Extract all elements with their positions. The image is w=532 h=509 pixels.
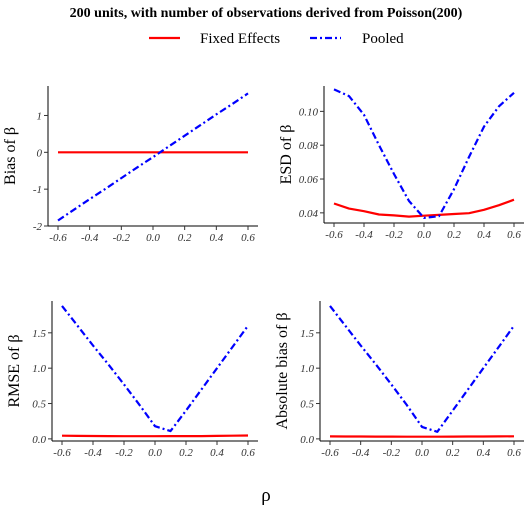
y-tick-label: 0 bbox=[37, 147, 43, 159]
x-tick-label: -0.6 bbox=[49, 232, 67, 244]
y-tick-label: 0.06 bbox=[299, 174, 319, 186]
y-axis-label: RMSE of β bbox=[6, 334, 23, 407]
panel-bias: -2 -1 0 1 -0.6 -0.4 -0.2 0.0 0.2 0.4 0.6 Bias of β bbox=[2, 86, 258, 244]
x-tick-label: 0.0 bbox=[415, 447, 429, 459]
series-line-pooled bbox=[329, 305, 515, 433]
x-tick-label: 0.0 bbox=[146, 232, 160, 244]
x-tick-label: -0.6 bbox=[321, 447, 339, 459]
y-tick-label: 0.5 bbox=[300, 399, 314, 411]
panel-absolute-bias: 0.0 0.5 1.0 1.5 -0.6 -0.4 -0.2 0.0 0.2 0.4 0.6 Abso… bbox=[274, 301, 524, 459]
x-tick-label: -0.4 bbox=[355, 229, 373, 241]
x-tick-label: 0.4 bbox=[477, 229, 491, 241]
y-tick-label: 1.0 bbox=[300, 363, 314, 375]
x-tick-label: 0.6 bbox=[507, 447, 521, 459]
x-tick-label: -0.6 bbox=[325, 229, 343, 241]
y-axis-label: Absolute bias of β bbox=[274, 312, 291, 429]
legend-label-pooled: Pooled bbox=[362, 31, 404, 47]
x-tick-label: 0.2 bbox=[446, 447, 460, 459]
x-tick-label: 0.2 bbox=[179, 447, 193, 459]
y-tick-label: 1.5 bbox=[32, 328, 46, 340]
series-line-pooled bbox=[57, 92, 249, 222]
y-tick-label: 0.10 bbox=[299, 106, 319, 118]
y-tick-label: -2 bbox=[33, 221, 43, 233]
panel-rmse: 0.0 0.5 1.0 1.5 -0.6 -0.4 -0.2 0.0 0.2 0.4 0.6 RMSE… bbox=[6, 301, 258, 459]
x-tick-label: 0.4 bbox=[210, 447, 224, 459]
x-tick-label: 0.0 bbox=[417, 229, 431, 241]
y-tick-label: 0.08 bbox=[299, 140, 319, 152]
series-line-pooled bbox=[333, 88, 515, 219]
x-tick-label: 0.6 bbox=[241, 232, 255, 244]
y-axis-label: ESD of β bbox=[278, 125, 295, 185]
figure-x-axis-label: ρ bbox=[261, 485, 270, 506]
y-tick-label: 0.5 bbox=[32, 399, 46, 411]
x-tick-label: 0.6 bbox=[507, 229, 521, 241]
x-tick-label: 0.2 bbox=[447, 229, 461, 241]
y-tick-label: 0.0 bbox=[32, 434, 46, 446]
y-tick-label: 1 bbox=[37, 110, 43, 122]
x-tick-label: 0.6 bbox=[241, 447, 255, 459]
y-axis-label: Bias of β bbox=[2, 127, 19, 185]
legend: Fixed Effects Pooled bbox=[149, 31, 404, 47]
y-tick-label: 0.0 bbox=[300, 434, 314, 446]
x-tick-label: 0.0 bbox=[148, 447, 162, 459]
y-tick-label: -1 bbox=[33, 184, 42, 196]
x-tick-label: 0.4 bbox=[209, 232, 223, 244]
series-line-fixed-effects bbox=[61, 434, 249, 438]
panel-esd: 0.04 0.06 0.08 0.10 -0.6 -0.4 -0.2 0.0 0.2 0.4 0.6… bbox=[278, 86, 524, 241]
x-tick-label: -0.2 bbox=[383, 447, 401, 459]
series-line-fixed-effects bbox=[333, 198, 515, 218]
x-tick-label: 0.4 bbox=[476, 447, 490, 459]
x-tick-label: -0.6 bbox=[53, 447, 71, 459]
y-tick-label: 1.5 bbox=[300, 328, 314, 340]
x-tick-label: -0.2 bbox=[113, 232, 131, 244]
figure-title: 200 units, with number of observations d… bbox=[70, 6, 463, 21]
series-line-pooled bbox=[61, 305, 249, 433]
y-tick-label: 0.04 bbox=[299, 208, 319, 220]
y-tick-label: 1.0 bbox=[32, 363, 46, 375]
x-tick-label: -0.2 bbox=[115, 447, 133, 459]
x-tick-label: -0.2 bbox=[385, 229, 403, 241]
x-tick-label: -0.4 bbox=[81, 232, 99, 244]
x-tick-label: -0.4 bbox=[352, 447, 370, 459]
x-tick-label: 0.2 bbox=[178, 232, 192, 244]
x-tick-label: -0.4 bbox=[84, 447, 102, 459]
legend-label-fixed-effects: Fixed Effects bbox=[200, 31, 280, 47]
